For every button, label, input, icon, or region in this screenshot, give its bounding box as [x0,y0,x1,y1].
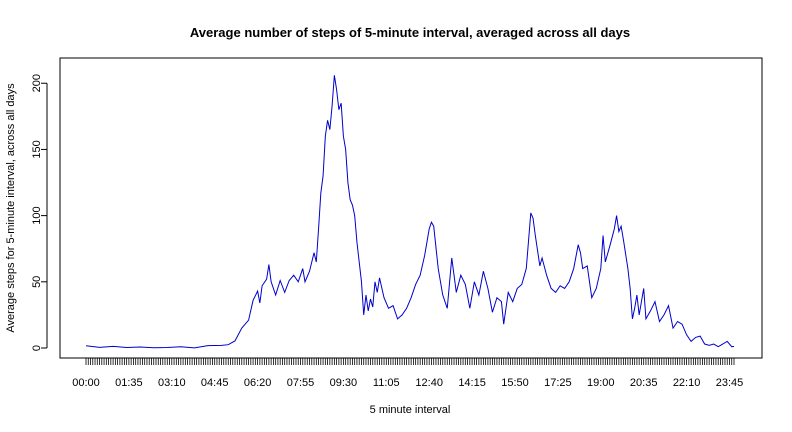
x-tick-label: 23:45 [716,377,744,389]
x-tick-label: 04:45 [201,377,229,389]
x-axis: 00:00 01:35 03:10 04:45 06:20 07:55 09:30 11:05… [72,357,744,389]
y-tick-label: 150 [31,140,43,158]
x-tick-label: 15:50 [501,377,529,389]
y-tick-label: 200 [31,74,43,92]
x-tick-label: 20:35 [630,377,658,389]
x-tick-label: 07:55 [287,377,315,389]
x-tick-label: 06:20 [244,377,272,389]
x-tick-label: 11:05 [373,377,400,389]
y-tick-label: 0 [31,345,43,351]
x-tick-label: 00:00 [72,377,100,389]
x-tick-label: 01:35 [115,377,143,389]
x-tick-label: 03:10 [158,377,186,389]
y-axis: 0 50 100 150 200 [31,74,48,351]
x-tick-label: 09:30 [330,377,358,389]
y-tick-label: 50 [31,276,43,288]
y-axis-label: Average steps for 5-minute interval, acr… [5,83,17,333]
x-axis-label: 5 minute interval [370,404,451,416]
series-line [85,75,735,349]
x-tick-label: 17:25 [544,377,572,389]
x-tick-label: 19:00 [587,377,615,389]
x-tick-label: 22:10 [673,377,701,389]
y-tick-label: 100 [31,206,43,224]
chart-title: Average number of steps of 5-minute inte… [190,25,630,40]
x-tick-label: 14:15 [458,377,486,389]
x-tick-label: 12:40 [415,377,443,389]
